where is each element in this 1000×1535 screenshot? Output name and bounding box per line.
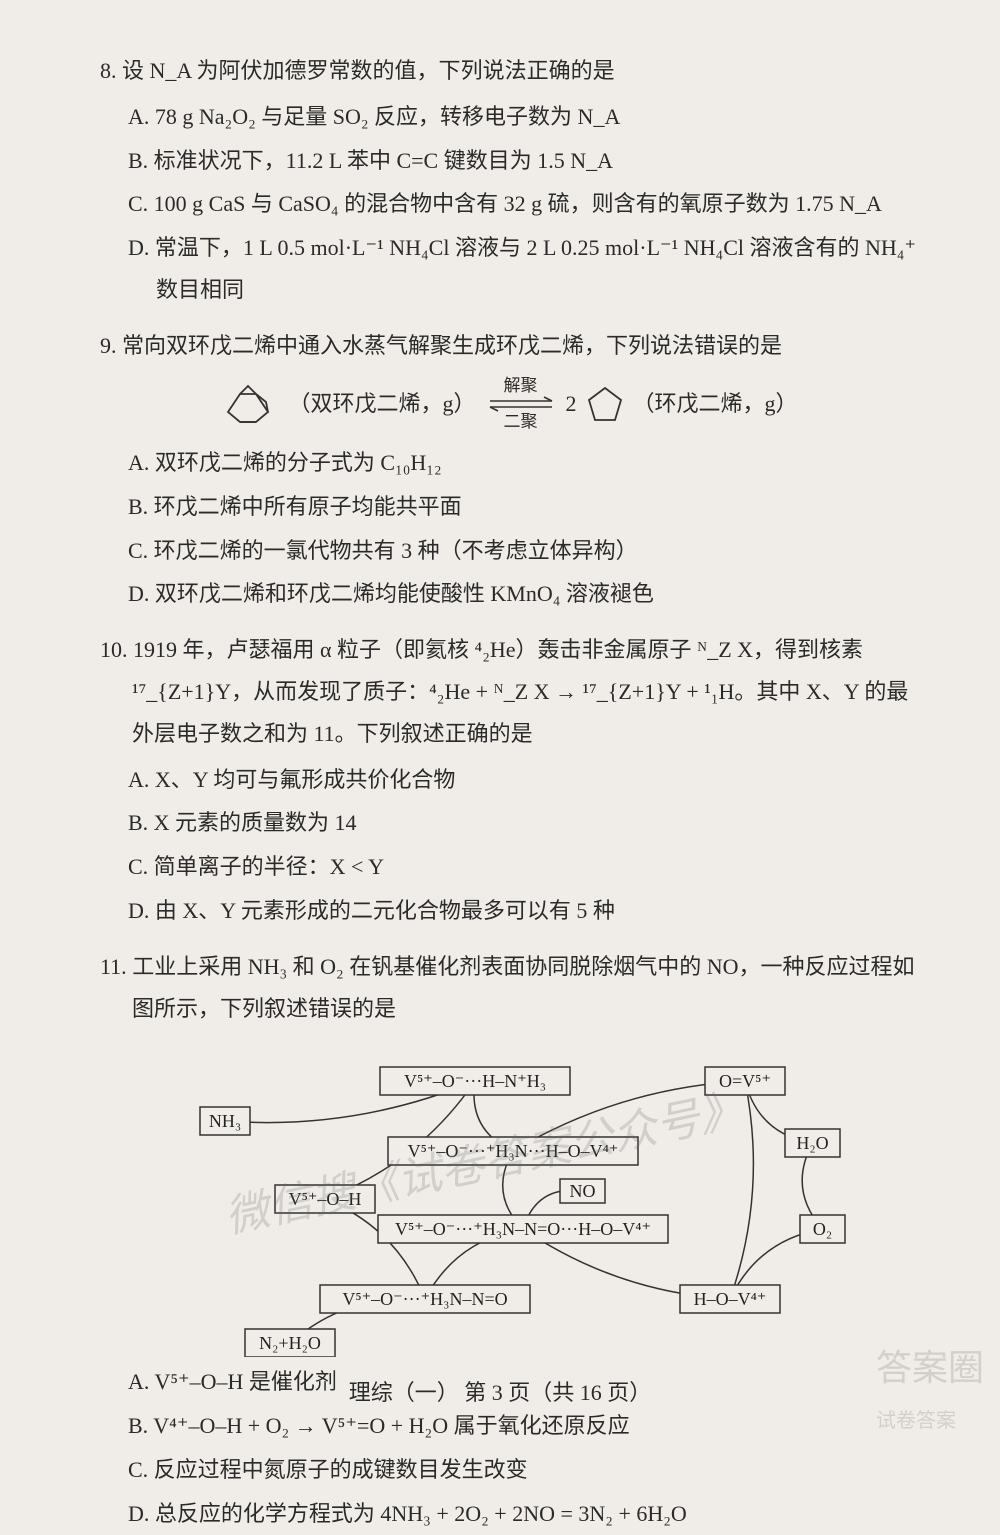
reaction-flowchart: NH₃ V⁵⁺–O⁻···H–N⁺H₃ O=V⁵⁺ V⁵⁺–O–H V⁵⁺–O⁻···⁺…	[160, 1037, 860, 1357]
q9-text: 常向双环戊二烯中通入水蒸气解聚生成环戊二烯，下列说法错误的是	[122, 333, 782, 358]
equilibrium-arrow-icon: 解聚 二聚	[486, 377, 556, 432]
watermark-corner1: 答案圈	[876, 1334, 984, 1402]
q8-stem: 8. 设 N_A 为阿伏加德罗常数的值，下列说法正确的是	[100, 50, 920, 92]
q8-text: 设 N_A 为阿伏加德罗常数的值，下列说法正确的是	[122, 58, 615, 83]
q8-option-a: A. 78 g Na₂O₂ 与足量 SO₂ 反应，转移电子数为 N_A	[100, 96, 920, 138]
svg-text:V⁵⁺–O⁻···⁺H₃N···H–O–V⁴⁺: V⁵⁺–O⁻···⁺H₃N···H–O–V⁴⁺	[408, 1141, 619, 1161]
svg-text:V⁵⁺–O⁻···⁺H₃N–N=O···H–O–V⁴⁺: V⁵⁺–O⁻···⁺H₃N–N=O···H–O–V⁴⁺	[395, 1219, 651, 1239]
q11-diagram: NH₃ V⁵⁺–O⁻···H–N⁺H₃ O=V⁵⁺ V⁵⁺–O–H V⁵⁺–O⁻···⁺…	[100, 1037, 920, 1357]
q8-option-c: C. 100 g CaS 与 CaSO₄ 的混合物中含有 32 g 硫，则含有的…	[100, 183, 920, 225]
q9-option-c: C. 环戊二烯的一氯代物共有 3 种（不考虑立体异构）	[100, 530, 920, 572]
svg-text:O₂: O₂	[813, 1219, 832, 1239]
q9-option-d: D. 双环戊二烯和环戊二烯均能使酸性 KMnO₄ 溶液褪色	[100, 573, 920, 615]
cyclopentadiene-icon	[583, 382, 627, 426]
svg-text:N₂+H₂O: N₂+H₂O	[259, 1333, 321, 1353]
q11-stem: 11. 工业上采用 NH₃ 和 O₂ 在钒基催化剂表面协同脱除烟气中的 NO，一…	[100, 946, 920, 1030]
watermark-corner: 答案圈 试卷答案	[876, 1334, 984, 1440]
q9-stem: 9. 常向双环戊二烯中通入水蒸气解聚生成环戊二烯，下列说法错误的是	[100, 325, 920, 367]
watermark-corner2: 试卷答案	[876, 1402, 984, 1440]
q11-option-d: D. 总反应的化学方程式为 4NH₃ + 2O₂ + 2NO = 3N₂ + 6…	[100, 1493, 920, 1535]
q9-number: 9.	[100, 333, 117, 358]
svg-text:H–O–V⁴⁺: H–O–V⁴⁺	[694, 1289, 767, 1309]
svg-text:V⁵⁺–O–H: V⁵⁺–O–H	[289, 1189, 362, 1209]
q10-option-d: D. 由 X、Y 元素形成的二元化合物最多可以有 5 种	[100, 890, 920, 932]
question-10: 10. 1919 年，卢瑟福用 α 粒子（即氦核 ⁴₂He）轰击非金属原子 ᴺ_…	[100, 629, 920, 932]
svg-text:O=V⁵⁺: O=V⁵⁺	[719, 1071, 771, 1091]
q9-rxn-left: （双环戊二烯，g）	[288, 383, 475, 425]
svg-text:NH₃: NH₃	[209, 1111, 241, 1131]
q9-option-a: A. 双环戊二烯的分子式为 C₁₀H₁₂	[100, 442, 920, 484]
svg-text:V⁵⁺–O⁻···H–N⁺H₃: V⁵⁺–O⁻···H–N⁺H₃	[404, 1071, 546, 1091]
question-9: 9. 常向双环戊二烯中通入水蒸气解聚生成环戊二烯，下列说法错误的是 （双环戊二烯…	[100, 325, 920, 615]
q9-reaction: （双环戊二烯，g） 解聚 二聚 2 （环戊二烯，g）	[100, 377, 920, 432]
q10-stem: 10. 1919 年，卢瑟福用 α 粒子（即氦核 ⁴₂He）轰击非金属原子 ᴺ_…	[100, 629, 920, 754]
q8-option-b: B. 标准状况下，11.2 L 苯中 C=C 键数目为 1.5 N_A	[100, 140, 920, 182]
q9-rxn-bottom: 二聚	[504, 413, 538, 432]
q10-option-c: C. 简单离子的半径：X < Y	[100, 846, 920, 888]
question-8: 8. 设 N_A 为阿伏加德罗常数的值，下列说法正确的是 A. 78 g Na₂…	[100, 50, 920, 311]
q10-number: 10.	[100, 637, 128, 662]
q9-rxn-top: 解聚	[504, 377, 538, 396]
bicyclopentadiene-icon	[222, 382, 282, 426]
q11-option-c: C. 反应过程中氮原子的成键数目发生改变	[100, 1449, 920, 1491]
q10-option-b: B. X 元素的质量数为 14	[100, 802, 920, 844]
q8-option-d: D. 常温下，1 L 0.5 mol·L⁻¹ NH₄Cl 溶液与 2 L 0.2…	[100, 227, 920, 311]
q9-option-b: B. 环戊二烯中所有原子均能共平面	[100, 486, 920, 528]
q10-option-a: A. X、Y 均可与氟形成共价化合物	[100, 759, 920, 801]
q11-text: 工业上采用 NH₃ 和 O₂ 在钒基催化剂表面协同脱除烟气中的 NO，一种反应过…	[132, 954, 914, 1021]
q9-rxn-right: （环戊二烯，g）	[633, 383, 798, 425]
svg-text:V⁵⁺–O⁻···⁺H₃N–N=O: V⁵⁺–O⁻···⁺H₃N–N=O	[342, 1289, 507, 1309]
svg-text:NO: NO	[570, 1181, 596, 1201]
question-11: 11. 工业上采用 NH₃ 和 O₂ 在钒基催化剂表面协同脱除烟气中的 NO，一…	[100, 946, 920, 1535]
q10-text: 1919 年，卢瑟福用 α 粒子（即氦核 ⁴₂He）轰击非金属原子 ᴺ_Z X，…	[132, 637, 908, 746]
svg-text:H₂O: H₂O	[796, 1133, 828, 1153]
q8-number: 8.	[100, 58, 117, 83]
q11-number: 11.	[100, 954, 127, 979]
page-footer: 理综（一） 第 3 页（共 16 页）	[0, 1372, 1000, 1414]
q9-rxn-coeff: 2	[566, 383, 577, 425]
